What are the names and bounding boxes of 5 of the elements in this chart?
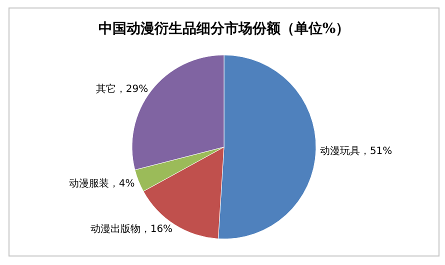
slice-label: 动漫出版物，16% [90, 223, 173, 236]
slice-label: 动漫玩具，51% [320, 145, 392, 158]
slice-label: 其它，29% [96, 83, 148, 96]
slice-label: 动漫服装，4% [68, 177, 135, 190]
chart-title: 中国动漫衍生品细分市场份额（单位%） [98, 20, 350, 37]
